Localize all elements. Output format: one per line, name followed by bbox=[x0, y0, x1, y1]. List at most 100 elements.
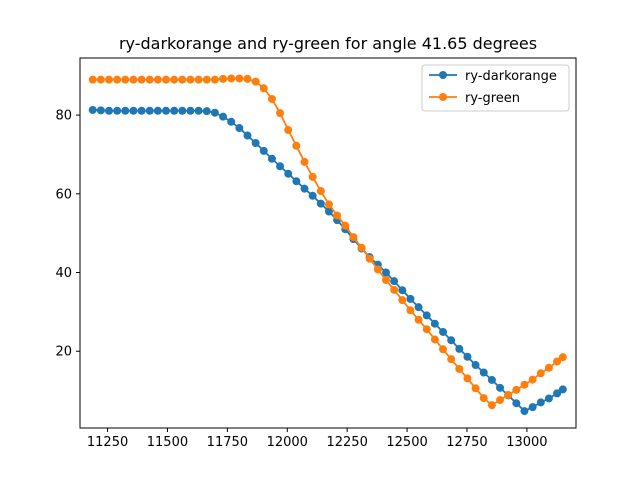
x-tick-label: 13000 bbox=[506, 435, 547, 450]
data-point-ry-darkorange bbox=[520, 407, 529, 416]
data-point-ry-darkorange bbox=[422, 311, 431, 320]
data-point-ry-darkorange bbox=[553, 389, 562, 398]
y-tick-label: 40 bbox=[55, 266, 72, 281]
data-point-ry-darkorange bbox=[129, 106, 138, 115]
data-point-ry-green bbox=[471, 384, 480, 393]
data-point-ry-green bbox=[528, 375, 537, 384]
data-point-ry-green bbox=[333, 211, 342, 220]
data-point-ry-green bbox=[398, 296, 407, 305]
y-axis: 20 40 60 80 bbox=[55, 109, 80, 360]
legend-marker-ry-darkorange bbox=[439, 71, 447, 79]
data-point-ry-darkorange bbox=[170, 106, 179, 115]
data-point-ry-darkorange bbox=[406, 294, 415, 303]
data-point-ry-darkorange bbox=[324, 207, 333, 216]
data-point-ry-darkorange bbox=[455, 344, 464, 353]
data-point-ry-darkorange bbox=[113, 106, 122, 115]
data-point-ry-darkorange bbox=[308, 191, 317, 200]
data-point-ry-green bbox=[496, 396, 505, 405]
data-point-ry-darkorange bbox=[487, 375, 496, 384]
data-point-ry-green bbox=[455, 364, 464, 373]
data-point-ry-darkorange bbox=[447, 336, 456, 345]
data-point-ry-green bbox=[447, 355, 456, 364]
data-point-ry-green bbox=[137, 75, 146, 84]
data-point-ry-darkorange bbox=[300, 184, 309, 193]
data-point-ry-darkorange bbox=[137, 106, 146, 115]
x-tick-label: 11500 bbox=[147, 435, 188, 450]
data-point-ry-darkorange bbox=[96, 106, 105, 115]
data-point-ry-green bbox=[406, 306, 415, 315]
data-point-ry-green bbox=[243, 74, 252, 83]
data-point-ry-darkorange bbox=[251, 139, 260, 148]
data-point-ry-green bbox=[365, 254, 374, 263]
data-point-ry-green bbox=[553, 357, 562, 366]
data-point-ry-green bbox=[390, 285, 399, 294]
data-point-ry-green bbox=[381, 276, 390, 284]
data-point-ry-green bbox=[341, 221, 350, 230]
data-point-ry-green bbox=[463, 374, 472, 383]
data-point-ry-darkorange bbox=[316, 199, 325, 208]
plot-frame bbox=[79, 57, 577, 429]
data-point-ry-green bbox=[219, 74, 228, 83]
data-point-ry-green bbox=[162, 75, 171, 84]
data-point-ry-darkorange bbox=[243, 131, 252, 140]
legend-marker-ry-green bbox=[439, 93, 447, 101]
data-point-ry-green bbox=[129, 75, 138, 84]
data-point-ry-darkorange bbox=[210, 108, 219, 117]
data-point-ry-green bbox=[178, 75, 187, 84]
data-point-ry-green bbox=[512, 385, 521, 394]
data-point-ry-darkorange bbox=[414, 303, 423, 312]
legend-box bbox=[421, 64, 570, 112]
data-point-ry-green bbox=[121, 75, 130, 84]
data-point-ry-green bbox=[259, 84, 268, 93]
data-point-ry-darkorange bbox=[471, 361, 480, 370]
data-point-ry-green bbox=[88, 75, 97, 84]
data-point-ry-green bbox=[251, 77, 260, 86]
y-tick-label: 20 bbox=[55, 345, 72, 360]
data-point-ry-darkorange bbox=[276, 162, 285, 171]
data-point-ry-darkorange bbox=[104, 106, 113, 115]
data-point-ry-green bbox=[349, 233, 358, 242]
legend: ry-darkorange ry-green bbox=[421, 64, 570, 112]
data-point-ry-green bbox=[227, 74, 236, 83]
data-point-ry-green bbox=[145, 75, 154, 84]
x-axis: 11250 11500 11750 12000 12250 12500 12750 13000 bbox=[87, 428, 548, 450]
legend-label-ry-green: ry-green bbox=[465, 91, 520, 106]
data-point-ry-green bbox=[316, 187, 325, 196]
data-point-ry-darkorange bbox=[145, 106, 154, 115]
y-tick-label: 60 bbox=[55, 187, 72, 202]
data-point-ry-green bbox=[439, 345, 448, 354]
data-point-ry-green bbox=[520, 380, 529, 389]
data-point-ry-green bbox=[186, 75, 195, 84]
data-point-ry-darkorange bbox=[267, 154, 276, 163]
data-point-ry-green bbox=[373, 265, 382, 274]
plot-area bbox=[80, 58, 576, 428]
data-point-ry-green bbox=[194, 75, 203, 84]
data-point-ry-darkorange bbox=[381, 268, 390, 277]
data-point-ry-green bbox=[153, 75, 162, 84]
data-point-ry-darkorange bbox=[178, 106, 187, 115]
data-point-ry-darkorange bbox=[536, 398, 545, 407]
data-point-ry-darkorange bbox=[186, 106, 195, 115]
data-point-ry-green bbox=[96, 75, 105, 84]
data-point-ry-darkorange bbox=[88, 105, 97, 114]
data-point-ry-darkorange bbox=[398, 286, 407, 295]
data-point-ry-darkorange bbox=[153, 106, 162, 115]
data-point-ry-green bbox=[267, 94, 276, 103]
data-point-ry-green bbox=[487, 401, 496, 410]
data-point-ry-green bbox=[357, 243, 366, 252]
data-point-ry-green bbox=[292, 141, 301, 150]
data-point-ry-darkorange bbox=[479, 368, 488, 377]
data-point-ry-green bbox=[414, 315, 423, 324]
data-point-ry-green bbox=[235, 74, 244, 83]
data-point-ry-green bbox=[210, 75, 219, 84]
x-tick-label: 12750 bbox=[446, 435, 487, 450]
data-point-ry-green bbox=[422, 325, 431, 334]
data-point-ry-green bbox=[113, 75, 122, 84]
data-point-ry-darkorange bbox=[292, 177, 301, 186]
data-point-ry-darkorange bbox=[463, 352, 472, 361]
data-point-ry-green bbox=[276, 109, 285, 118]
data-point-ry-darkorange bbox=[121, 106, 130, 115]
data-point-ry-green bbox=[544, 363, 553, 372]
data-point-ry-darkorange bbox=[235, 124, 244, 133]
